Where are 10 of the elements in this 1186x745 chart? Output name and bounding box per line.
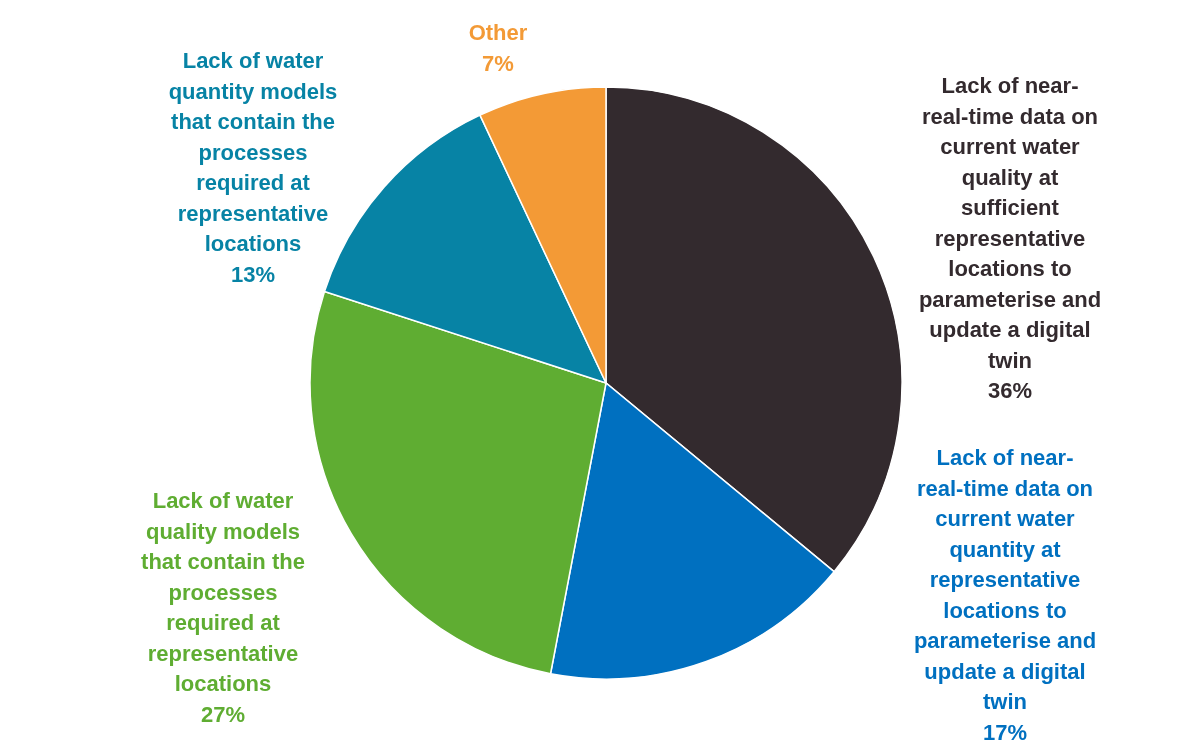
data-label: 7%: [482, 50, 514, 76]
slice-label: Other: [468, 20, 528, 45]
data-label: 17%: [982, 719, 1028, 745]
data-label: 36%: [987, 378, 1033, 403]
category-label: Lack of near-real-time data on current water quantity at representative locations to parameterise and update a digital twin: [913, 445, 1097, 714]
data-label: 13%: [230, 261, 276, 287]
category-label: Lack of near-real-time data on current water quality at sufficient representative locations to parameterise and update a digital twin: [918, 73, 1102, 373]
slice-label: Lack of water quality models that contain the processes required at representative locations: [141, 488, 305, 696]
slice-label: Lack of water quantity models that contain the processes required at representative locations: [168, 48, 338, 256]
data-label: 27%: [200, 701, 246, 727]
